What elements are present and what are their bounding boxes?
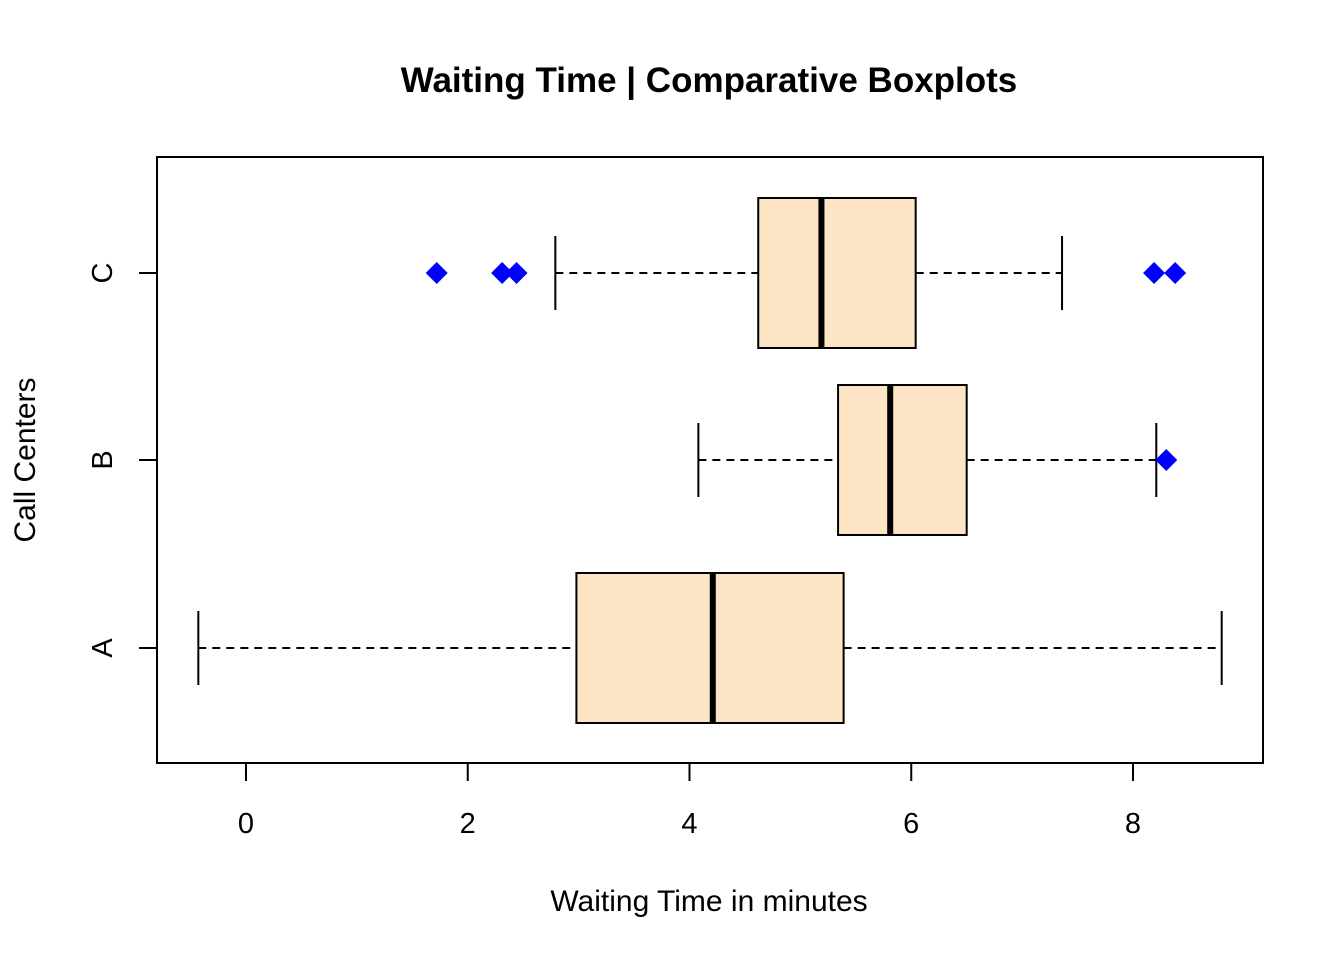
box-B [837, 384, 968, 536]
y-tick-label-B: B [87, 450, 119, 469]
x-tick-label: 2 [460, 808, 476, 840]
x-tick-label: 4 [681, 808, 697, 840]
x-tick-label: 8 [1125, 808, 1141, 840]
y-tick-label-A: A [87, 638, 119, 658]
outlier-C [1143, 262, 1166, 284]
box-C [757, 197, 917, 349]
y-axis-label: Call Centers [9, 377, 42, 542]
chart-title: Waiting Time | Comparative Boxplots [401, 61, 1018, 100]
x-axis-label: Waiting Time in minutes [550, 885, 867, 918]
outlier-C [1164, 262, 1187, 284]
outlier-B [1155, 449, 1178, 471]
x-tick-label: 0 [238, 808, 254, 840]
outlier-C [425, 262, 448, 284]
outlier-C [505, 262, 528, 284]
x-tick-label: 6 [903, 808, 919, 840]
outlier-C [491, 262, 514, 284]
y-tick-label-C: C [87, 263, 119, 284]
